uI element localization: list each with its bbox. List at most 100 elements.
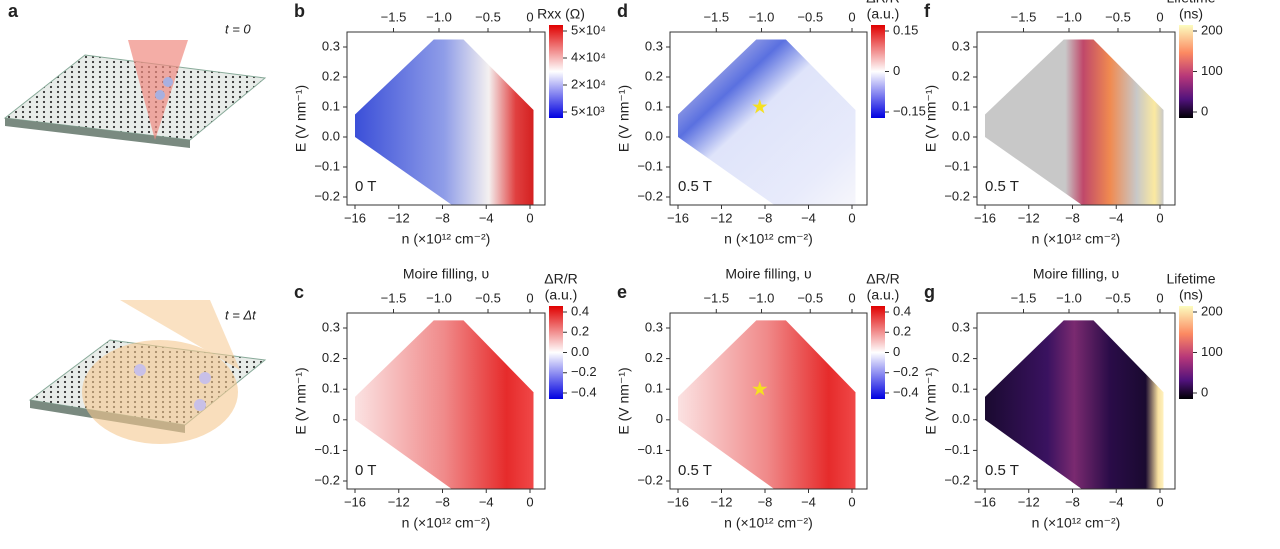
caption: t = 0 (225, 21, 251, 36)
colorbar-tick-label: 100 (1201, 63, 1223, 78)
x-tick-label: 0 (848, 494, 855, 509)
colorbar-title: Lifetime (1166, 0, 1215, 6)
y-axis-title: E (V nm⁻¹) (293, 367, 309, 434)
y-tick-label: 0.3 (952, 319, 970, 334)
y-axis-title: E (V nm⁻¹) (923, 367, 939, 434)
colorbar-tick-label: 0.2 (571, 324, 589, 339)
top-tick-label: 0 (526, 290, 533, 305)
exciton (194, 399, 206, 411)
top-tick-label: −0.5 (475, 9, 501, 24)
plot-frame (346, 312, 546, 490)
colorbar (1179, 306, 1193, 399)
slab-edge (5, 118, 190, 148)
top-tick-label: −1.0 (1056, 290, 1082, 305)
y-tick-label: −0.1 (314, 442, 340, 457)
top-tick-label: −1.5 (703, 9, 729, 24)
star-marker (752, 381, 768, 396)
colorbar-tick-label: 100 (1201, 344, 1223, 359)
x-tick-label: −12 (710, 210, 732, 225)
x-tick-label: −12 (1018, 494, 1040, 509)
x-tick-label: −16 (974, 494, 996, 509)
y-tick-label: −0.1 (314, 158, 340, 173)
colorbar (871, 25, 885, 118)
colorbar-title: (ns) (1179, 6, 1203, 22)
colorbar-tick-label: 200 (1201, 22, 1223, 37)
top-tick-label: 0 (1156, 9, 1163, 24)
colorbar-title: (a.u.) (867, 287, 900, 303)
y-tick-label: 0.2 (322, 350, 340, 365)
top-tick-label: −0.5 (1105, 9, 1131, 24)
heatmap (355, 320, 534, 489)
colorbar-tick-label: 2×10⁴ (571, 76, 606, 91)
top-tick-label: −1.5 (703, 290, 729, 305)
y-tick-label: −0.2 (944, 472, 970, 487)
y-axis-title: E (V nm⁻¹) (293, 85, 309, 152)
x-tick-label: 0 (848, 210, 855, 225)
colorbar-tick-label: 0 (1201, 384, 1208, 399)
x-tick-label: −12 (388, 494, 410, 509)
x-tick-label: 0 (1156, 494, 1163, 509)
tip-cone (128, 40, 188, 140)
y-tick-label: −0.1 (637, 442, 663, 457)
plot-frame (976, 312, 1176, 490)
colorbar-title: (ns) (1179, 287, 1203, 303)
panel-letter: a (8, 1, 19, 21)
colorbar-tick-label: −0.15 (893, 103, 926, 118)
x-axis-title: n (×10¹² cm⁻²) (1032, 231, 1121, 247)
x-tick-label: −8 (435, 494, 450, 509)
y-tick-label: 0 (656, 411, 663, 426)
y-tick-label: −0.1 (637, 158, 663, 173)
x-tick-label: −8 (758, 494, 773, 509)
y-tick-label: 0 (333, 411, 340, 426)
y-tick-label: 0.3 (645, 319, 663, 334)
x-axis-title: n (×10¹² cm⁻²) (402, 231, 491, 247)
x-tick-label: −16 (974, 210, 996, 225)
top-tick-label: −0.5 (797, 9, 823, 24)
field-label: 0.5 T (678, 462, 712, 479)
top-tick-label: 0 (1156, 290, 1163, 305)
x-axis-title: n (×10¹² cm⁻²) (402, 515, 491, 531)
colorbar-tick-label: 0 (893, 63, 900, 78)
top-axis-title: Moire filling, υ (1033, 266, 1119, 282)
top-tick-label: −1.5 (381, 290, 407, 305)
field-label: 0.5 T (678, 178, 712, 195)
y-tick-label: 0.3 (322, 38, 340, 53)
x-axis-title: n (×10¹² cm⁻²) (724, 231, 813, 247)
x-tick-label: 0 (1156, 210, 1163, 225)
x-tick-label: −16 (344, 210, 366, 225)
y-tick-label: 0.0 (952, 128, 970, 143)
colorbar-title: ΔR/R (866, 271, 899, 287)
y-tick-label: 0.0 (952, 411, 970, 426)
top-tick-label: −1.0 (749, 9, 775, 24)
colorbar-tick-label: 0.15 (893, 22, 918, 37)
heatmap (985, 39, 1164, 205)
top-tick-label: 0 (526, 9, 533, 24)
plot-frame (669, 31, 868, 206)
panel-letter: b (294, 1, 305, 21)
y-tick-label: −0.2 (944, 188, 970, 203)
colorbar-tick-label: 200 (1201, 303, 1223, 318)
colorbar-tick-label: −0.4 (571, 384, 597, 399)
panel-letter: f (924, 1, 931, 21)
panel: b 0 T −16 −12 −8 −4 0 0.3 0.2 0.1 0.0 −0.1 −0.2 −1.5 −… (293, 1, 606, 247)
exciton (163, 77, 173, 87)
y-axis-title: E (V nm⁻¹) (616, 367, 632, 434)
y-axis-title: E (V nm⁻¹) (923, 85, 939, 152)
top-tick-label: −1.0 (749, 290, 775, 305)
colorbar-title: Lifetime (1166, 271, 1215, 287)
colorbar (871, 306, 885, 399)
beam-spot (82, 340, 238, 444)
y-tick-label: 0.2 (952, 350, 970, 365)
colorbar-tick-label: 5×10⁴ (571, 22, 606, 37)
y-tick-label: 0.0 (645, 128, 663, 143)
panel-letter: g (924, 282, 935, 302)
y-tick-label: 0.1 (645, 98, 663, 113)
y-tick-label: −0.1 (944, 158, 970, 173)
y-tick-label: −0.2 (637, 188, 663, 203)
top-tick-label: −1.5 (1011, 290, 1037, 305)
field-label: 0 T (355, 178, 376, 195)
colorbar-title: (a.u.) (545, 287, 578, 303)
y-tick-label: 0.2 (645, 350, 663, 365)
exciton (199, 372, 211, 384)
